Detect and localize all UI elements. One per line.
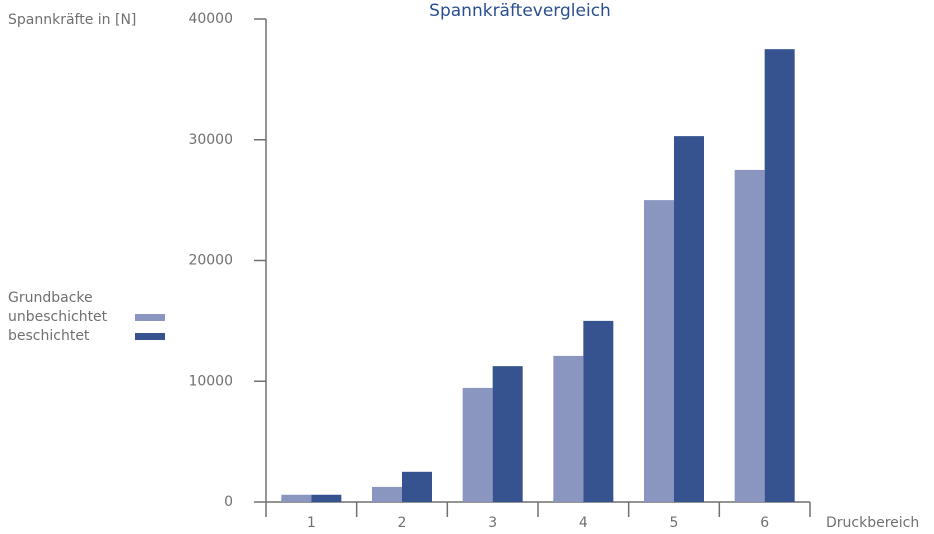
bar bbox=[674, 136, 704, 502]
bar bbox=[311, 494, 342, 502]
legend-swatch bbox=[135, 314, 165, 321]
legend-swatch bbox=[135, 333, 165, 340]
y-tick-label: 30000 bbox=[188, 132, 233, 148]
y-axis-label: Spannkräfte in [N] bbox=[8, 12, 136, 28]
y-tick-label: 20000 bbox=[188, 253, 233, 269]
x-tick-label: 1 bbox=[307, 515, 316, 530]
legend-title: Grundbacke bbox=[8, 290, 93, 306]
bar bbox=[281, 494, 312, 502]
bar bbox=[402, 471, 432, 502]
y-tick-label: 10000 bbox=[188, 373, 233, 389]
y-tick-label: 0 bbox=[224, 494, 233, 510]
bar bbox=[462, 387, 493, 502]
bar bbox=[583, 320, 614, 502]
chart-title: Spannkräftevergleich bbox=[429, 1, 611, 21]
x-tick-label: 6 bbox=[760, 515, 769, 530]
bar bbox=[764, 49, 795, 502]
x-tick-label: 4 bbox=[579, 515, 588, 530]
bar bbox=[734, 169, 765, 502]
x-tick-label: 3 bbox=[488, 515, 497, 530]
bar bbox=[372, 486, 402, 502]
bar bbox=[553, 355, 584, 502]
x-tick-label: 2 bbox=[398, 515, 407, 530]
x-tick-label: 5 bbox=[670, 515, 679, 530]
bar bbox=[644, 200, 674, 502]
legend-label: beschichtet bbox=[8, 328, 90, 344]
legend-label: unbeschichtet bbox=[8, 309, 108, 325]
y-tick-label: 40000 bbox=[188, 11, 233, 27]
bar bbox=[492, 366, 523, 502]
x-axis-label: Druckbereich bbox=[826, 515, 919, 530]
